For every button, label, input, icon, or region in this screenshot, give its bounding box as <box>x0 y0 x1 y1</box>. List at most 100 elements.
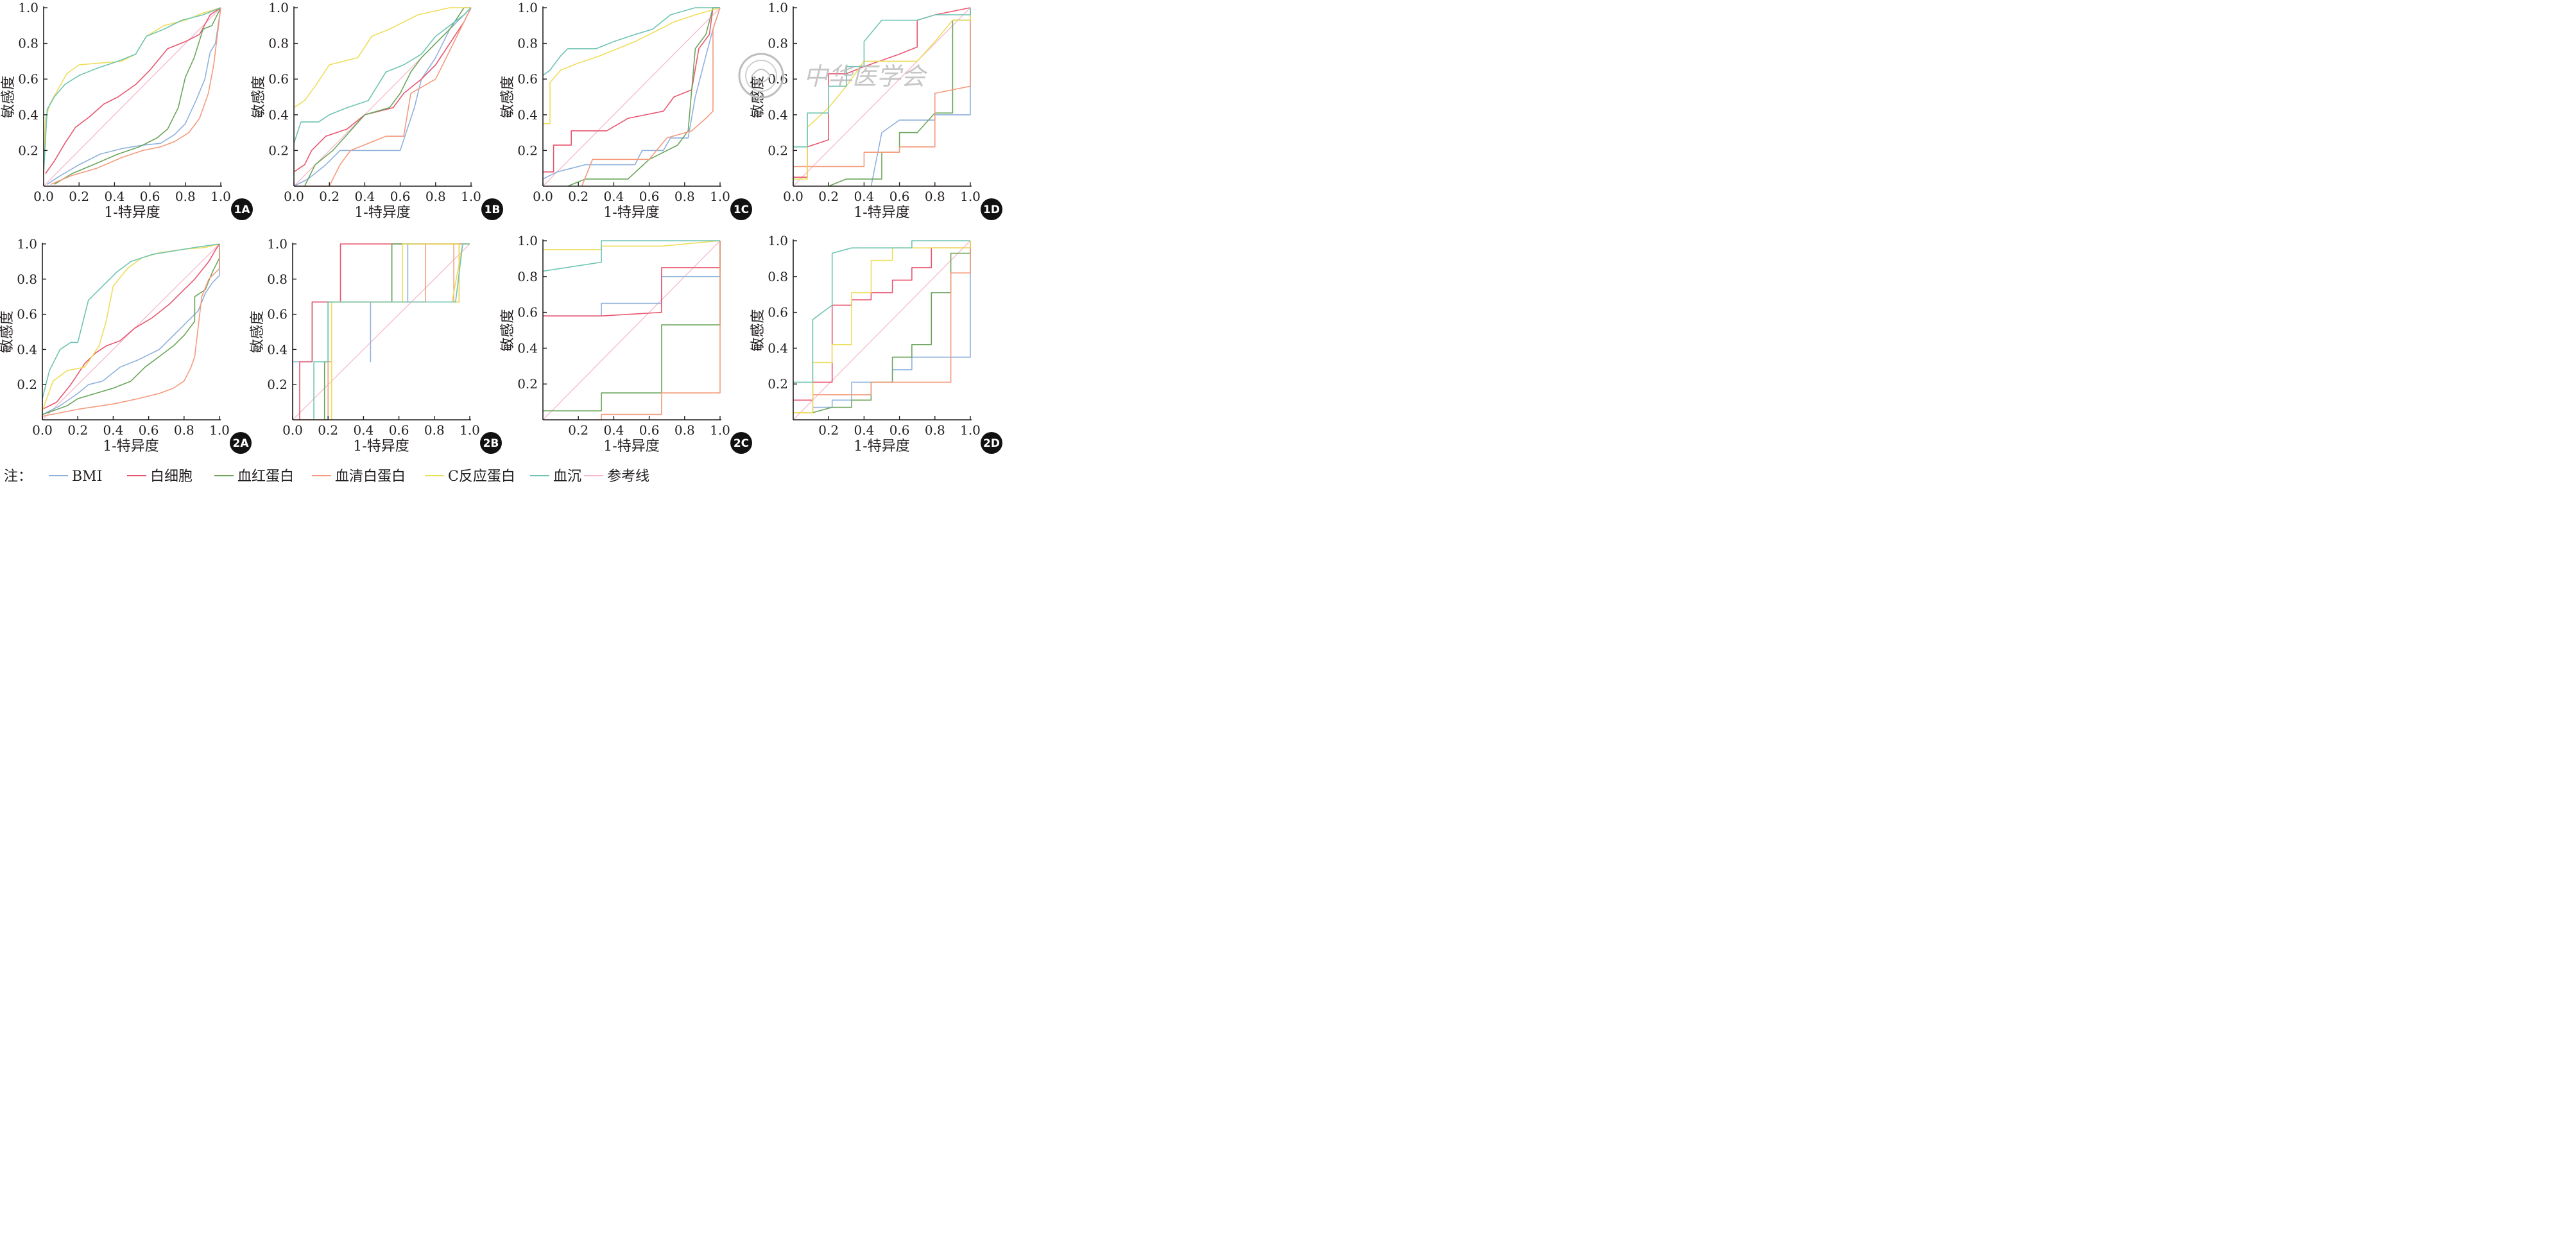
panel-tag-2d: 2D <box>981 432 1002 454</box>
roc-panel-2b: 0.0 0.2 0.4 0.6 0.8 1.0 0.2 0.4 0.6 0.8 1.0 1-特异度 敏感… <box>250 236 502 454</box>
y-tick-label-1c: 0.2 <box>517 143 538 158</box>
x-tick-label-2c: 0.6 <box>639 422 660 438</box>
x-tick-label-2d: 1.0 <box>960 422 981 438</box>
roc-curve-bmi-1b <box>293 7 472 187</box>
legend-label-esr: 血沉 <box>553 469 581 484</box>
y-tick-label-1b: 0.4 <box>268 107 289 123</box>
roc-curve-crp-2b <box>331 243 470 420</box>
legend-label-hgb: 血红蛋白 <box>237 469 294 484</box>
y-axis-label-1b: 敏感度 <box>251 76 267 118</box>
y-tick-label-1a: 0.2 <box>18 143 39 158</box>
x-tick-label-2b: 1.0 <box>459 422 480 438</box>
roc-curve-bmi-1a <box>47 7 221 185</box>
roc-curve-esr-1b <box>293 7 472 144</box>
y-tick-label-1d: 1.0 <box>768 0 788 15</box>
panel-tag-label: 1B <box>485 203 501 216</box>
x-tick-label-2b: 0.8 <box>424 422 445 438</box>
roc-curve-crp-2a <box>42 243 220 411</box>
x-tick-label-1a: 0.0 <box>33 189 54 204</box>
roc-curve-esr-1a <box>43 7 221 174</box>
x-tick-label-1d: 0.4 <box>854 189 874 204</box>
x-tick-label-2b: 0.4 <box>353 422 374 438</box>
x-tick-label-2d: 0.4 <box>854 422 874 438</box>
roc-panel-2d: 0.2 0.4 0.6 0.8 1.0 0.2 0.4 0.6 0.8 1.0 1-特异度 敏感度 2D <box>750 233 1002 454</box>
panel-tag-2c: 2C <box>730 432 752 454</box>
roc-curve-bmi-1d <box>870 8 971 187</box>
y-tick-label-1a: 0.4 <box>18 107 39 123</box>
reference-line-2b <box>292 243 470 420</box>
y-tick-label-1b: 0.6 <box>268 71 289 87</box>
x-tick-label-1b: 0.6 <box>390 189 411 204</box>
society-seal-icon <box>738 53 784 99</box>
legend: 注： BMI 白细胞 血红蛋白 血清白蛋白 C反应蛋白 血沉 参考线 <box>4 469 649 484</box>
y-tick-label-2a: 0.2 <box>17 377 37 392</box>
roc-curve-hgb-2c <box>543 241 721 411</box>
roc-curve-wbc-1b <box>293 7 472 173</box>
panel-tag-badge <box>730 432 752 454</box>
panel-tag-badge <box>981 198 1002 220</box>
roc-curve-esr-2d <box>793 240 970 383</box>
panel-tag-label: 1A <box>234 203 251 216</box>
x-tick-label-1c: 1.0 <box>710 189 730 204</box>
x-tick-label-2c: 0.4 <box>603 422 624 438</box>
roc-curve-wbc-2d <box>793 241 971 401</box>
y-tick-label-1b: 1.0 <box>268 0 289 15</box>
roc-panel-1a: 0.0 0.2 0.4 0.6 0.8 1.0 0.2 0.4 0.6 0.8 1.0 1-特异度 敏感… <box>1 0 253 221</box>
roc-curve-alb-2c <box>601 241 721 420</box>
y-tick-label-2a: 0.4 <box>17 342 37 357</box>
x-tick-label-1d: 1.0 <box>960 189 981 204</box>
roc-figure: 0.0 0.2 0.4 0.6 0.8 1.00.20.40.60.81.01-特异度敏感… <box>0 0 1002 484</box>
x-tick-label-1c: 0.2 <box>568 189 588 204</box>
roc-curve-hgb-1c <box>567 7 720 187</box>
x-tick-label-2d: 0.2 <box>818 422 839 438</box>
roc-curve-wbc-1a <box>45 7 221 174</box>
x-tick-label-1b: 0.0 <box>284 189 304 204</box>
roc-curve-wbc-2b <box>299 243 470 420</box>
x-axis-label-1a: 1-特异度 <box>104 205 160 221</box>
roc-curve-wbc-1c <box>543 7 720 173</box>
reference-line-1c <box>542 7 721 187</box>
roc-curve-esr-2b <box>313 243 470 420</box>
roc-curve-alb-2a <box>42 244 220 417</box>
x-tick-label-1d: 0.8 <box>925 189 945 204</box>
x-tick-label-1c: 0.0 <box>533 189 553 204</box>
y-tick-label-1c: 0.6 <box>517 71 538 87</box>
roc-curve-wbc-2a <box>42 243 220 410</box>
y-tick-label-2b: 0.6 <box>267 307 288 322</box>
roc-panel-2a: 0.0 0.2 0.4 0.6 0.8 1.0 0.2 0.4 0.6 0.8 1.0 1-特异度 敏感… <box>0 236 252 454</box>
legend-note: 注： <box>4 469 32 484</box>
roc-curve-esr-1d <box>793 8 971 148</box>
panel-tag-badge <box>230 432 252 454</box>
roc-panels: 0.0 0.2 0.4 0.6 0.8 1.00.20.40.60.81.01-特异度敏感… <box>0 0 1002 454</box>
x-tick-label-2b: 0.2 <box>318 422 338 438</box>
x-tick-label-1b: 0.8 <box>425 189 446 204</box>
watermark: 中华医学会 <box>738 53 928 99</box>
panel-tag-badge <box>730 198 752 220</box>
y-tick-label-2d: 0.2 <box>768 376 788 392</box>
y-tick-label-1c: 1.0 <box>517 0 538 15</box>
y-tick-label-2a: 1.0 <box>17 236 37 252</box>
roc-curve-bmi-2a <box>42 244 220 415</box>
legend-label-bmi: BMI <box>72 469 102 484</box>
x-tick-label-2c: 0.2 <box>568 422 588 438</box>
y-tick-label-1d: 0.8 <box>768 36 788 51</box>
y-tick-label-2d: 0.6 <box>768 305 788 320</box>
panel-tag-label: 2A <box>233 437 250 450</box>
roc-panel-1b: 0.0 0.2 0.4 0.6 0.8 1.0 0.2 0.4 0.6 0.8 1.0 1-特异度 敏感… <box>251 0 503 221</box>
panel-tag-badge <box>231 198 253 220</box>
panel-tag-2a: 2A <box>230 432 252 454</box>
y-tick-label-1b: 0.8 <box>268 36 289 51</box>
y-tick-label-2b: 0.4 <box>267 342 288 357</box>
roc-panel-1c: 0.0 0.2 0.4 0.6 0.8 1.0 0.2 0.4 0.6 0.8 1.0 1-特异度 敏感… <box>500 0 752 221</box>
y-tick-label-2d: 0.8 <box>768 269 788 284</box>
x-axis-label-2a: 1-特异度 <box>103 438 159 454</box>
x-axis-label-2b: 1-特异度 <box>353 438 409 454</box>
y-axis-label-2b: 敏感度 <box>250 311 266 353</box>
y-axis-label-2c: 敏感度 <box>500 309 516 351</box>
y-tick-label-2c: 0.6 <box>517 305 538 320</box>
y-tick-label-2c: 0.2 <box>517 376 538 392</box>
roc-curve-esr-2a <box>42 243 220 399</box>
y-tick-label-1a: 0.8 <box>18 36 39 51</box>
y-tick-label-1a: 1.0 <box>18 0 39 15</box>
roc-curve-crp-2d <box>793 241 971 413</box>
